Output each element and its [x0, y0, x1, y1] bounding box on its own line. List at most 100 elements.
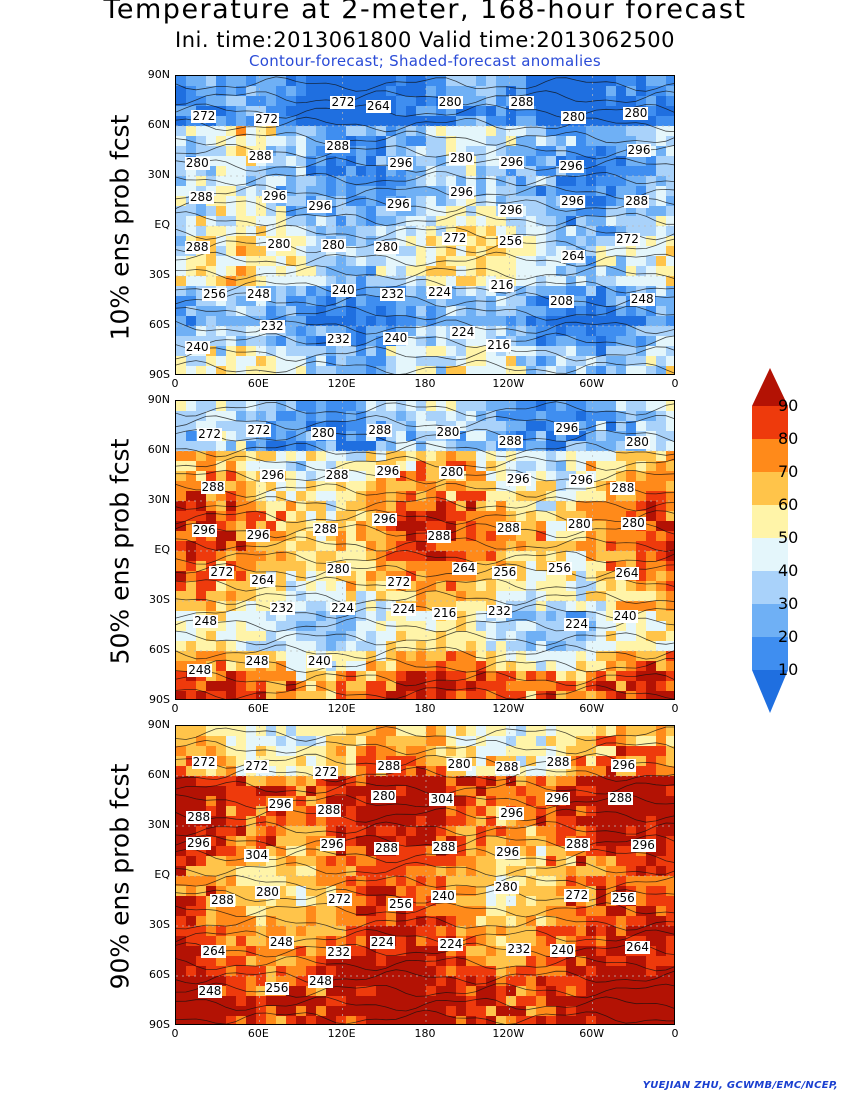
colorbar-label: 40 [778, 561, 799, 580]
lon-tick-label: 60E [247, 1027, 269, 1040]
lat-tick-label: 60S [149, 968, 170, 981]
contour-label: 272 [209, 564, 235, 579]
contour-label: 296 [626, 142, 652, 157]
contour-label: 296 [499, 155, 525, 170]
contour-label: 272 [615, 232, 640, 247]
contour-label: 248 [193, 614, 218, 629]
contour-label: 272 [313, 764, 339, 779]
contour-label: 296 [372, 511, 398, 526]
contour-label: 296 [185, 836, 211, 851]
contour-label: 296 [319, 837, 345, 852]
contour-label: 296 [495, 845, 521, 860]
contour-label: 240 [383, 330, 409, 345]
contour-label: 280 [374, 240, 399, 255]
contour-label: 280 [184, 155, 210, 170]
contour-label: 280 [435, 425, 461, 440]
lat-tick-label: EQ [154, 218, 170, 231]
lat-tick-label: EQ [154, 868, 170, 881]
contour-label: 280 [624, 435, 650, 450]
contour-label: 280 [437, 94, 463, 109]
lat-tick-label: 90S [149, 693, 170, 706]
lon-tick-label: 120E [327, 702, 356, 715]
contour-label: 232 [380, 286, 406, 301]
lat-tick-label: 60N [147, 443, 170, 456]
map-panel-90pct: 272 272 272 288 280 288 288 296 288 296 288 280 304 2… [175, 725, 675, 1025]
lat-tick-label: 90N [147, 68, 170, 81]
contour-label: 288 [209, 892, 235, 907]
contour-label: 248 [187, 662, 213, 677]
contour-label: 288 [325, 139, 351, 154]
contour-label: 280 [255, 885, 280, 900]
lat-tick-label: 60S [149, 318, 170, 331]
contour-label: 224 [450, 324, 476, 339]
contour-label: 240 [306, 654, 332, 669]
lat-tick-label: 90N [147, 393, 170, 406]
contour-label: 264 [365, 99, 391, 114]
contour-label: 296 [260, 467, 286, 482]
colorbar-segment [752, 538, 788, 571]
colorbar-segment [752, 505, 788, 538]
lat-tick-label: 90N [147, 718, 170, 731]
contour-label: 224 [369, 935, 395, 950]
lon-tick-label: 180 [414, 702, 436, 715]
contour-label: 288 [188, 190, 214, 205]
contour-label: 296 [388, 156, 414, 171]
figure-subtitle: Ini. time:2013061800 Valid time:20130625… [175, 28, 675, 52]
panel-2-ylabel: 50% ens prob fcst [105, 438, 135, 665]
contour-label: 248 [268, 935, 294, 950]
contour-label: 280 [325, 561, 351, 576]
contour-label: 248 [244, 654, 270, 669]
contour-label: 288 [608, 791, 634, 806]
contour-label: 264 [201, 943, 227, 958]
colorbar-label: 70 [778, 462, 799, 481]
contour-label: 296 [245, 527, 271, 542]
colorbar-label: 80 [778, 429, 799, 448]
contour-label: 288 [426, 528, 452, 543]
contour-label: 288 [367, 423, 393, 438]
contour-label: 272 [386, 574, 412, 589]
contour-label: 288 [494, 759, 520, 774]
contour-label: 240 [549, 943, 575, 958]
contour-label: 296 [385, 197, 411, 212]
anomaly-field [176, 76, 674, 374]
contour-label: 280 [310, 425, 336, 440]
contour-label: 288 [610, 480, 636, 495]
colorbar-label: 90 [778, 396, 799, 415]
colorbar-segment [752, 571, 788, 604]
contour-label: 256 [202, 286, 227, 301]
lon-tick-label: 120W [492, 702, 525, 715]
lat-tick-label: 30S [149, 593, 170, 606]
lat-tick-label: 30N [147, 493, 170, 506]
lon-tick-label: 0 [671, 1027, 679, 1040]
contour-label: 232 [506, 942, 532, 957]
contour-label: 232 [326, 944, 352, 959]
lon-tick-label: 0 [171, 702, 179, 715]
lat-tick-label: 90S [149, 1018, 170, 1031]
contour-label: 288 [564, 836, 590, 851]
contour-label: 288 [545, 754, 571, 769]
contour-label: 288 [316, 803, 342, 818]
contour-label: 296 [630, 837, 656, 852]
contour-label: 264 [614, 565, 640, 580]
lat-tick-label: 30N [147, 818, 170, 831]
lon-tick-label: 60W [579, 702, 605, 715]
lon-tick-label: 0 [171, 377, 179, 390]
lon-tick-label: 60W [579, 377, 605, 390]
lat-tick-label: 30S [149, 268, 170, 281]
contour-label: 272 [246, 422, 272, 437]
contour-label: 280 [623, 106, 649, 121]
contour-label: 280 [320, 237, 346, 252]
contour-label: 224 [564, 617, 590, 632]
contour-label: 248 [245, 287, 271, 302]
contour-label: 296 [375, 464, 401, 479]
contour-label: 224 [427, 284, 452, 299]
contour-label: 288 [312, 522, 338, 537]
panel-1-ylabel: 10% ens prob fcst [105, 114, 135, 341]
colorbar-label: 10 [778, 660, 799, 679]
contour-label: 264 [625, 939, 650, 954]
colorbar-segment [752, 604, 788, 637]
contour-label: 272 [442, 231, 468, 246]
contour-label: 280 [493, 880, 519, 895]
lat-tick-label: 60N [147, 768, 170, 781]
colorbar-segment [752, 406, 788, 439]
